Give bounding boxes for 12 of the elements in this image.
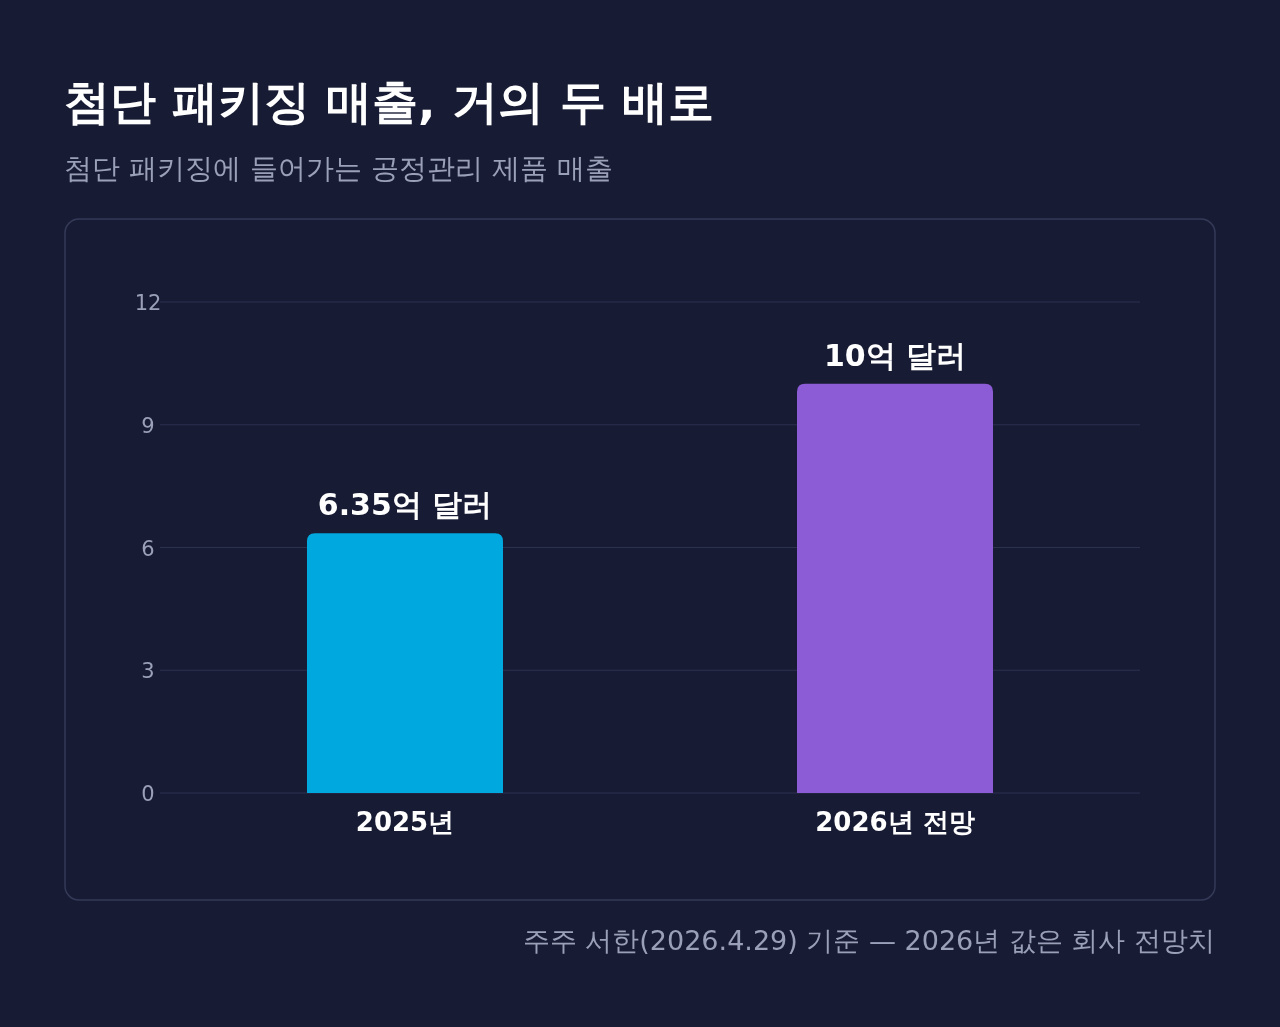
y-tick-label: 12	[134, 291, 162, 315]
y-tick-label: 3	[141, 659, 155, 684]
y-tick-label: 9	[141, 413, 155, 438]
y-tick-label: 0	[141, 782, 155, 806]
y-tick-label: 6	[141, 536, 155, 561]
x-tick-label: 2025년	[355, 807, 455, 837]
x-tick-label: 2026년 전망	[815, 807, 975, 837]
chart-subtitle: 첨단 패키징에 들어가는 공정관리 제품 매출	[64, 152, 613, 185]
chart-title: 첨단 패키징 매출, 거의 두 배로	[64, 75, 714, 129]
data-label: 10억 달러	[823, 337, 967, 373]
text: 주주 서한(2026.4.29) 기준 — 2026년 값은 회사 전망치	[522, 925, 1215, 956]
data-label: 6.35억 달러	[317, 487, 493, 523]
